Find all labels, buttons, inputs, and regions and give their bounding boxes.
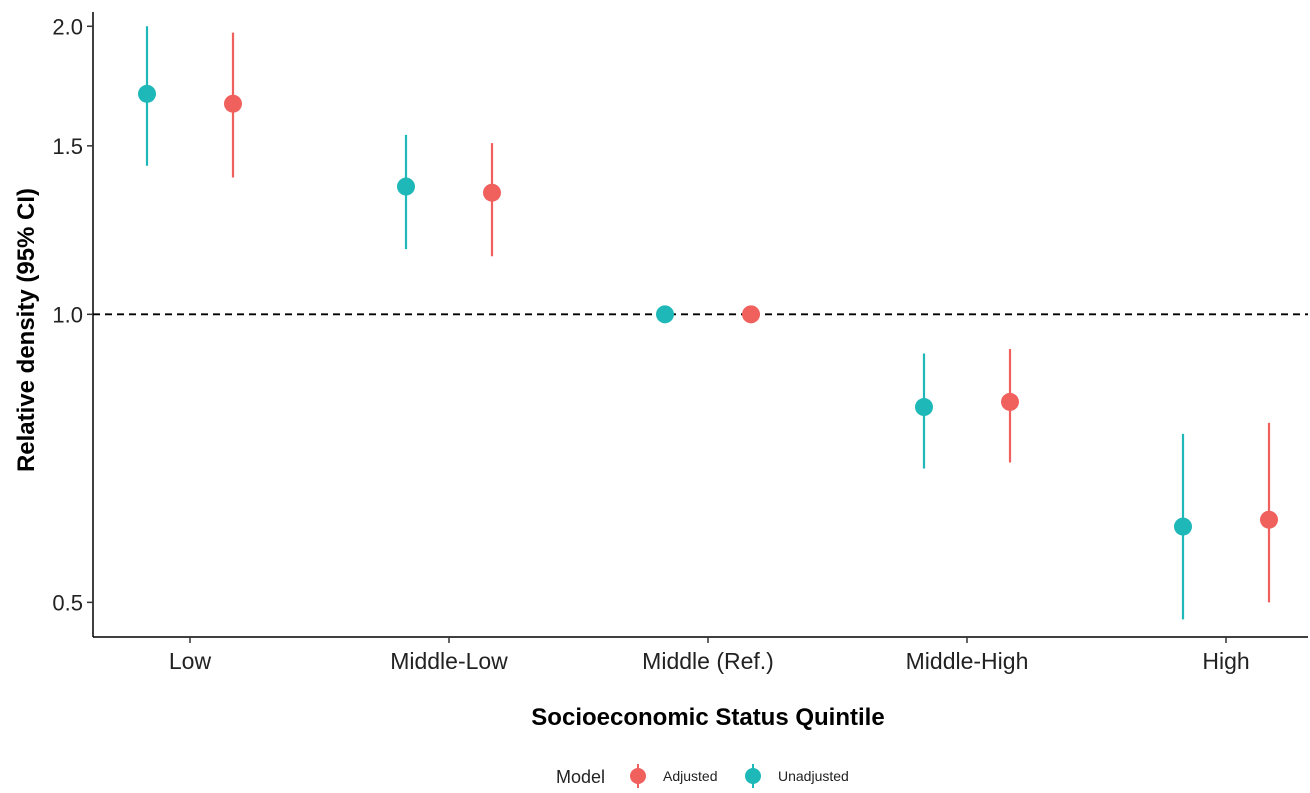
y-tick-label: 1.5 [52, 134, 83, 159]
point-unadjusted [138, 84, 156, 103]
legend-title: Model [556, 767, 605, 787]
point-unadjusted [915, 398, 933, 417]
legend-item-unadjusted: Unadjusted [745, 764, 849, 788]
point-adjusted [483, 183, 501, 202]
marks [138, 26, 1278, 620]
x-tick-label: Low [169, 648, 212, 674]
point-unadjusted [656, 305, 674, 324]
x-tick-label: Middle-High [906, 648, 1029, 674]
legend-label: Adjusted [663, 768, 717, 784]
point-adjusted [1001, 392, 1019, 411]
x-tick-label: Middle-Low [390, 648, 508, 674]
x-tick-label: Middle (Ref.) [642, 648, 774, 674]
y-axis-label: Relative density (95% CI) [13, 188, 40, 472]
point-adjusted [1260, 510, 1278, 529]
legend-item-adjusted: Adjusted [630, 764, 717, 788]
legend: Model Adjusted Unadjusted [556, 764, 849, 788]
point-unadjusted [397, 177, 415, 196]
x-tick-label: High [1202, 648, 1249, 674]
x-axis-label: Socioeconomic Status Quintile [531, 704, 884, 731]
point-adjusted [224, 94, 242, 113]
point-adjusted [742, 305, 760, 324]
legend-key-point [630, 768, 646, 784]
y-tick-label: 0.5 [52, 590, 83, 615]
legend-key-point [745, 768, 761, 784]
y-tick-label: 1.0 [52, 302, 83, 327]
axes: 0.5 1.0 1.5 2.0 Low Middle-Low Middle (Ref.) Mi… [52, 12, 1308, 674]
legend-label: Unadjusted [778, 768, 849, 784]
y-tick-label: 2.0 [52, 14, 83, 39]
point-unadjusted [1174, 517, 1192, 536]
